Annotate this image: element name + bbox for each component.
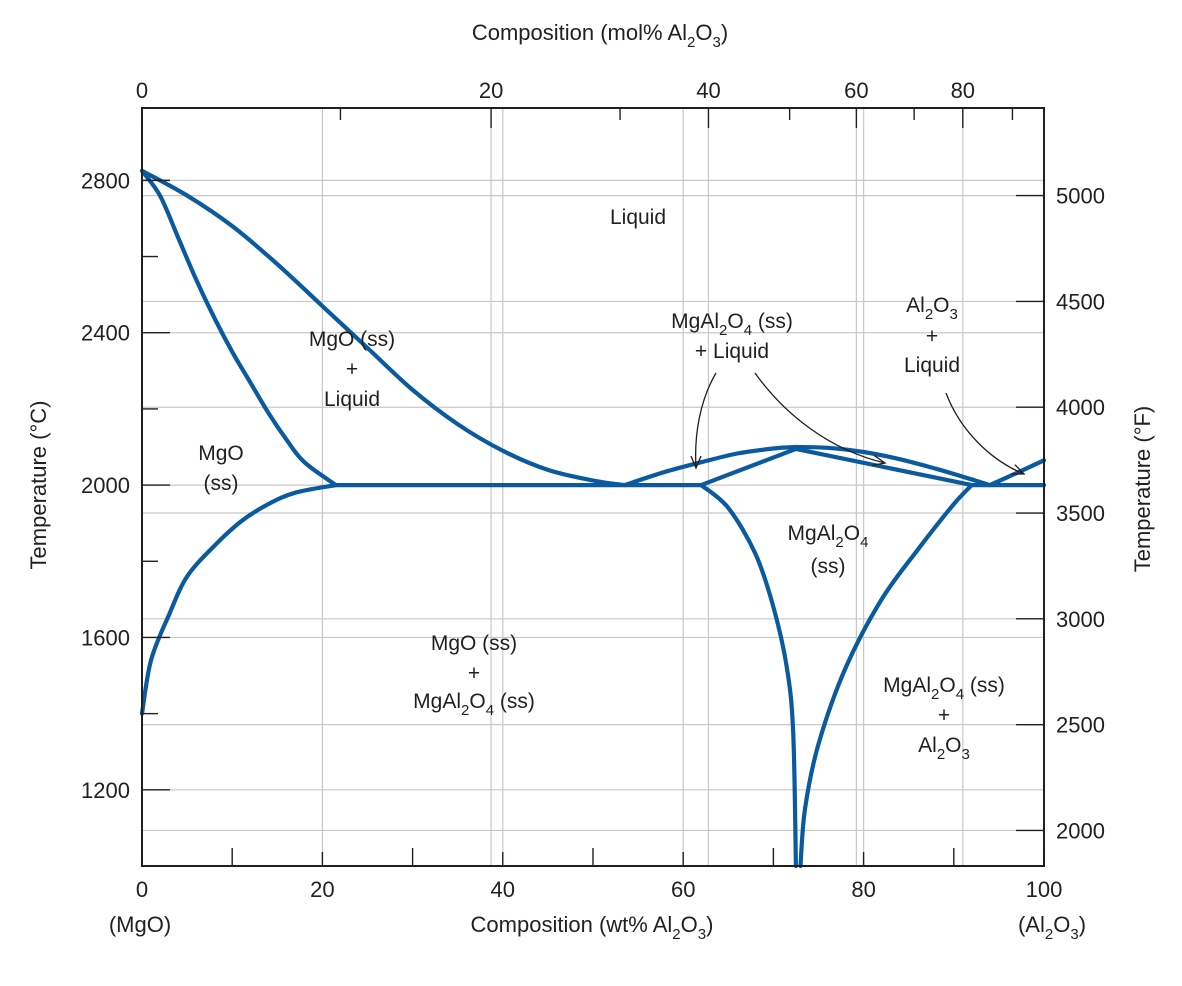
x-tick-label: 0 [136, 877, 148, 902]
phase-line-liquidus-spinel-left [622, 444, 798, 488]
region-liquid: Liquid [610, 206, 666, 229]
y-tick-label: 1600 [81, 625, 130, 650]
top-tick-label: 80 [951, 78, 975, 103]
region-mgo-spinel-2: + [468, 662, 480, 685]
region-mgo-spinel-1: MgO (ss) [431, 632, 517, 655]
y-tick-label: 2000 [81, 473, 130, 498]
arrow-head-0 [690, 455, 702, 470]
y-tick-label: 2800 [81, 168, 130, 193]
top-axis-title: Composition (mol% Al2O3) [472, 20, 728, 51]
region-spinel-al2o3-3: Al2O3 [918, 734, 970, 763]
region-al2o3-liquid-3: Liquid [904, 354, 960, 377]
x-tick-label: 60 [671, 877, 695, 902]
region-spinel-ss-1: MgAl2O4 [788, 522, 869, 551]
x-tick-label: 40 [491, 877, 515, 902]
region-al2o3-liquid-1: Al2O3 [906, 294, 958, 323]
region-mgo-ss-liquid-2: + [346, 358, 358, 381]
phase-boundaries [139, 168, 1047, 869]
phase-line-solvus-spinel-right [798, 483, 974, 869]
top-tick-label: 20 [479, 78, 503, 103]
arrow-spinel-liquid-right [754, 372, 886, 464]
text-labels: 0 20 40 60 80 100 0 20 40 60 80 1200 1600 2000 2400 280… [26, 20, 1155, 943]
top-tick-label: 0 [136, 78, 148, 103]
right-tick-label: 3500 [1056, 501, 1105, 526]
phase-line-solvus-spinel-left [699, 483, 798, 869]
right-tick-label: 3000 [1056, 607, 1105, 632]
x-tick-label: 80 [851, 877, 875, 902]
region-spinel-liquid-1: MgAl2O4 (ss) [671, 310, 793, 339]
right-tick-label: 2500 [1056, 713, 1105, 738]
right-y-axis-title: Temperature (°F) [1130, 406, 1155, 573]
arrow-al2o3-liquid [945, 392, 1025, 475]
region-mgo-spinel-3: MgAl2O4 (ss) [413, 690, 535, 719]
region-mgo-ss-1: MgO [198, 442, 244, 465]
region-al2o3-liquid-2: + [926, 325, 938, 348]
arrow-head-1 [872, 455, 887, 467]
phase-line-liquidus-spinel-right [793, 444, 992, 488]
grid-lines [142, 108, 1044, 866]
top-tick-label: 40 [696, 78, 720, 103]
region-spinel-al2o3-1: MgAl2O4 (ss) [883, 674, 1005, 703]
region-mgo-ss-2: (ss) [204, 472, 239, 495]
y-tick-label: 1200 [81, 778, 130, 803]
region-mgo-ss-liquid-3: Liquid [324, 388, 380, 411]
phase-line-solidus-mgo [139, 168, 338, 488]
phase-line-solidus-spinel-left [699, 446, 798, 488]
phase-line-liquidus-al2o3 [987, 458, 1047, 488]
region-mgo-ss-liquid-1: MgO (ss) [309, 328, 395, 351]
x-tick-label: 20 [310, 877, 334, 902]
region-spinel-ss-2: (ss) [811, 555, 846, 578]
right-tick-label: 4500 [1056, 289, 1105, 314]
y-tick-label: 2400 [81, 321, 130, 346]
annotation-arrows [690, 372, 1026, 475]
right-tick-label: 4000 [1056, 395, 1105, 420]
x-end-label-right: (Al2O3) [1018, 912, 1086, 943]
right-tick-label: 2000 [1056, 818, 1105, 843]
y-axis-title: Temperature (°C) [26, 401, 51, 570]
phase-line-solvus-mgo [139, 483, 338, 716]
arrow-head-2 [1011, 464, 1026, 475]
right-tick-label: 5000 [1056, 184, 1105, 209]
region-spinel-liquid-2: + Liquid [695, 340, 769, 363]
arrow-spinel-liquid-left [694, 372, 717, 469]
axis-ticks [141, 108, 1045, 866]
x-tick-label: 100 [1026, 877, 1063, 902]
phase-line-solidus-spinel-right [793, 446, 974, 488]
top-tick-label: 60 [844, 78, 868, 103]
x-end-label-left: (MgO) [109, 912, 171, 937]
region-spinel-al2o3-2: + [938, 704, 950, 727]
x-axis-title: Composition (wt% Al2O3) [471, 912, 714, 943]
phase-line-liquidus-mgo [139, 168, 627, 488]
